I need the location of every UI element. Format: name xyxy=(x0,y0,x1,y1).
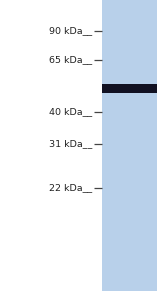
Text: 40 kDa__: 40 kDa__ xyxy=(49,108,92,116)
Bar xyxy=(102,0,157,291)
Text: 90 kDa__: 90 kDa__ xyxy=(49,26,92,35)
Text: 31 kDa__: 31 kDa__ xyxy=(49,140,92,148)
Text: 65 kDa__: 65 kDa__ xyxy=(49,55,92,64)
Text: 22 kDa__: 22 kDa__ xyxy=(49,183,92,192)
Bar xyxy=(102,84,157,93)
